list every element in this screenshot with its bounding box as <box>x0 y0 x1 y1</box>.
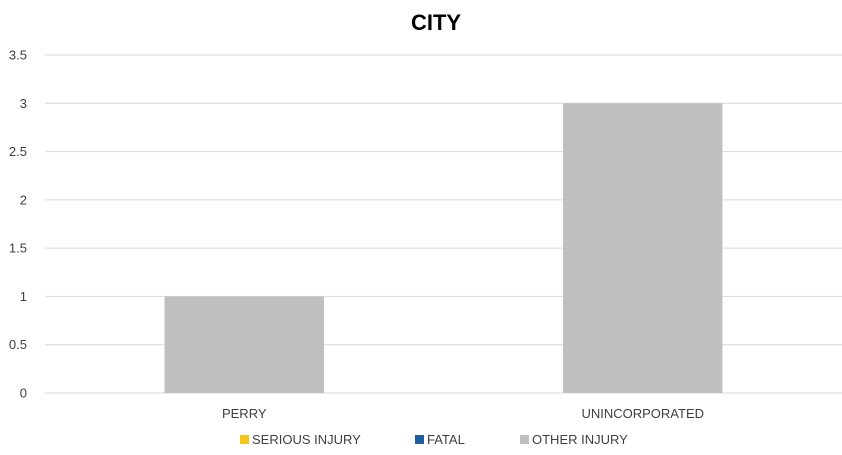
x-axis-ticks: PERRY UNINCORPORATED <box>222 406 704 421</box>
legend-swatch <box>520 435 529 444</box>
bar-other-injury-unincorporated <box>563 103 723 394</box>
bars <box>164 103 723 394</box>
chart-title: CITY <box>411 10 461 35</box>
y-tick-label: 3 <box>20 96 27 111</box>
x-tick-label: PERRY <box>222 406 267 421</box>
legend-label: FATAL <box>427 432 465 447</box>
y-axis-ticks: 0 0.5 1 1.5 2 2.5 3 3.5 <box>9 48 27 401</box>
y-tick-label: 0.5 <box>9 337 27 352</box>
y-tick-label: 0 <box>20 386 27 401</box>
legend-swatch <box>415 435 424 444</box>
bar-other-injury-perry <box>164 296 324 393</box>
y-tick-label: 2 <box>20 192 27 207</box>
legend-label: SERIOUS INJURY <box>252 432 361 447</box>
legend-label: OTHER INJURY <box>532 432 628 447</box>
y-tick-label: 1.5 <box>9 241 27 256</box>
y-tick-label: 1 <box>20 289 27 304</box>
legend-swatch <box>240 435 249 444</box>
x-tick-label: UNINCORPORATED <box>581 406 704 421</box>
legend: SERIOUS INJURY FATAL OTHER INJURY <box>240 432 628 447</box>
y-tick-label: 3.5 <box>9 48 27 63</box>
y-tick-label: 2.5 <box>9 144 27 159</box>
